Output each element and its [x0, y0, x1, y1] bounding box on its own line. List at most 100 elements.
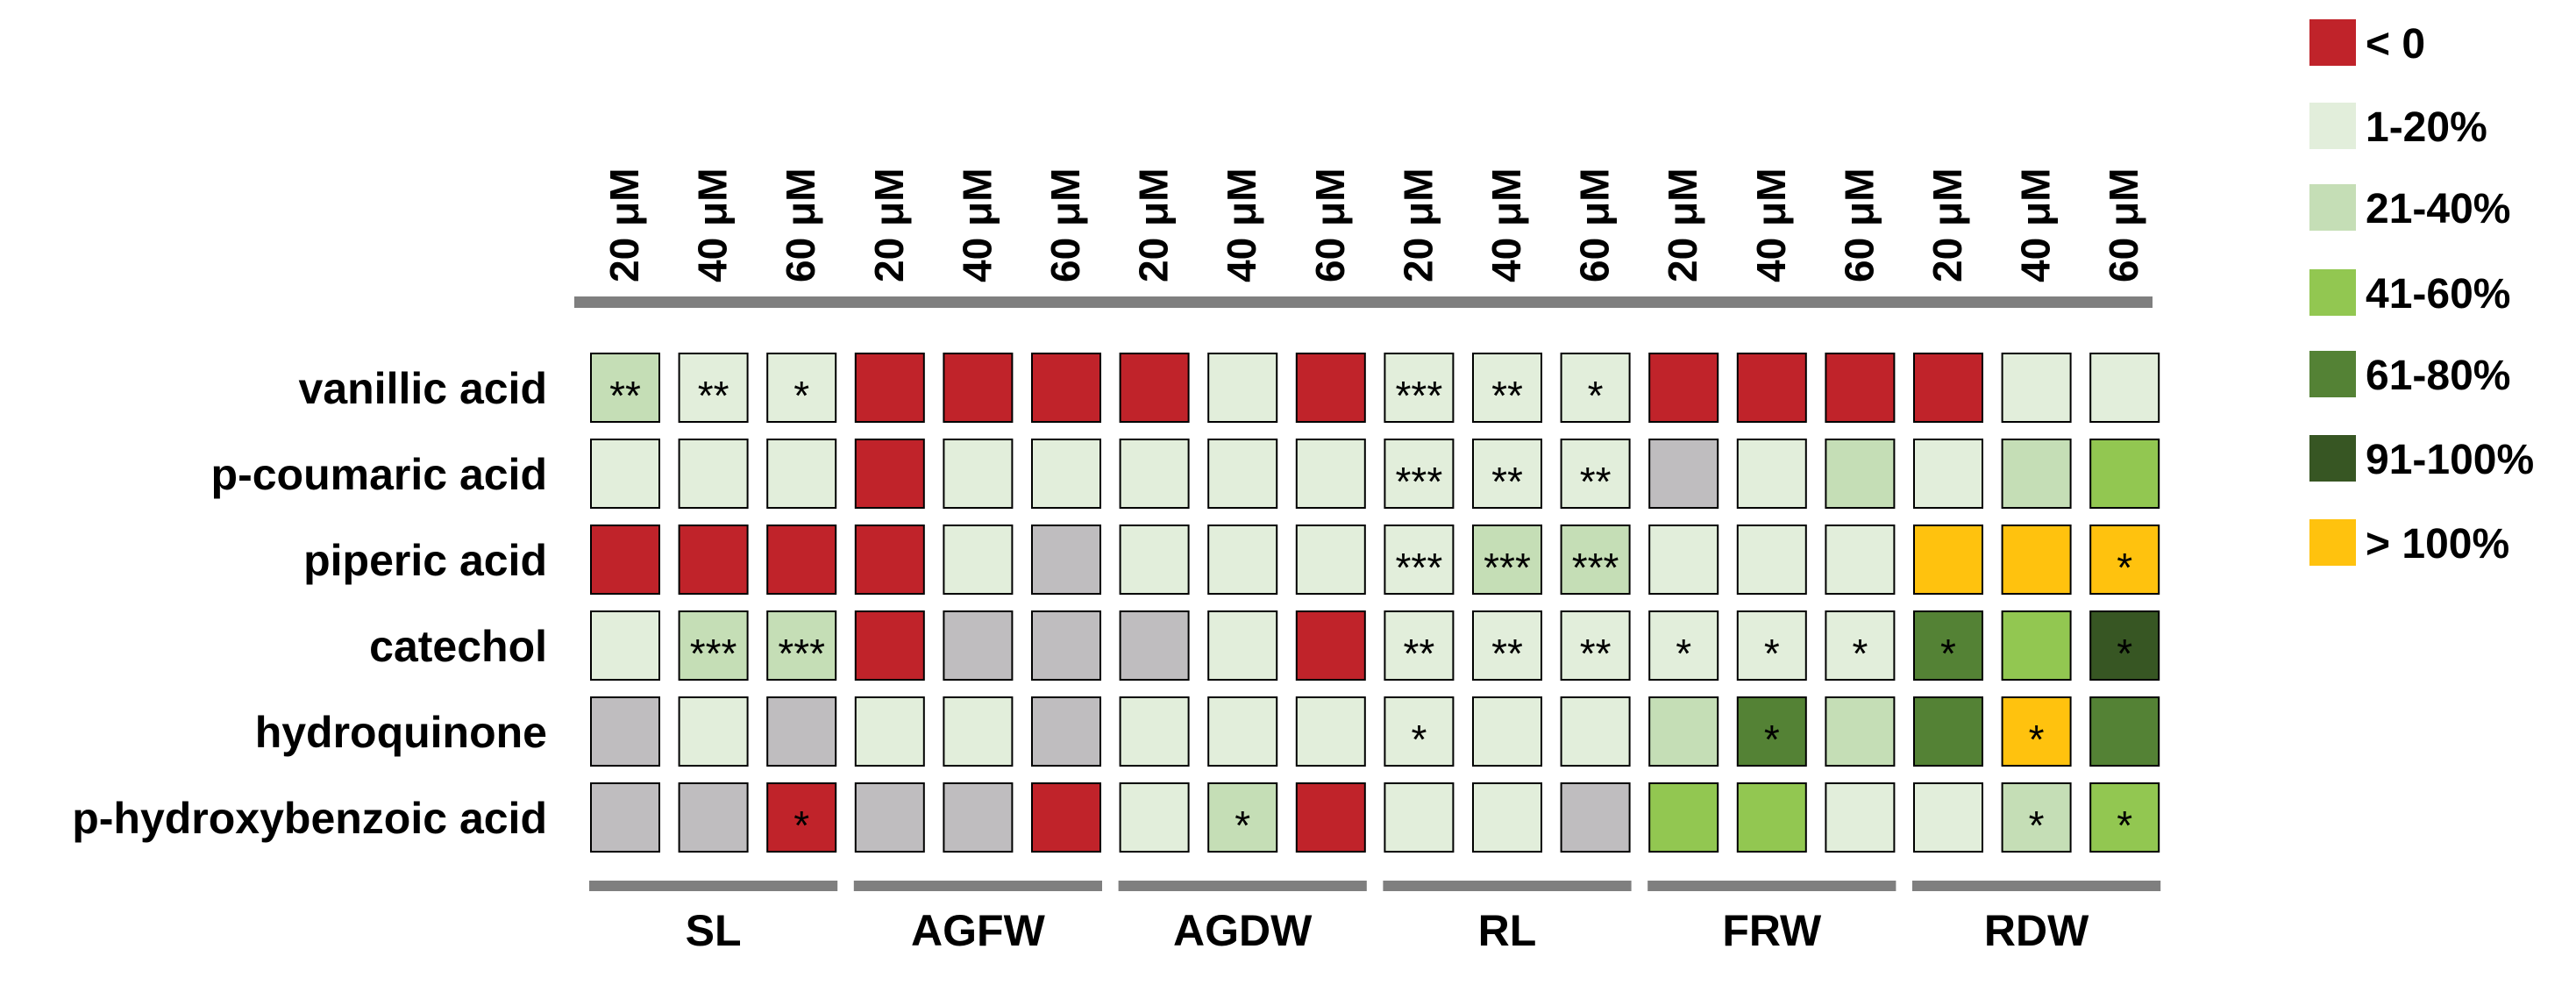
column-label: 60 μM — [2101, 168, 2146, 282]
significance-marker: ** — [698, 373, 729, 418]
group-bar — [1118, 881, 1367, 891]
heatmap-cell — [1736, 525, 1807, 595]
legend-swatch — [2309, 269, 2356, 316]
heatmap-cell — [678, 525, 749, 595]
column-label: 40 μM — [1484, 168, 1529, 282]
significance-marker: *** — [690, 631, 737, 676]
significance-marker: *** — [1396, 545, 1443, 590]
heatmap-cell — [590, 525, 660, 595]
heatmap-cell — [854, 439, 925, 509]
heatmap-cell — [943, 696, 1014, 767]
legend-label: 21-40% — [2366, 186, 2510, 232]
legend-label: 61-80% — [2366, 353, 2510, 399]
legend-swatch — [2309, 103, 2356, 149]
legend-label: 41-60% — [2366, 271, 2510, 318]
legend-label: > 100% — [2366, 521, 2509, 567]
row-label: p-hydroxybenzoic acid — [72, 794, 547, 843]
heatmap-cell — [1207, 696, 1278, 767]
heatmap-cell — [590, 610, 660, 681]
heatmap-cell — [1031, 353, 1101, 423]
row-label: catechol — [369, 622, 547, 671]
heatmap-cell — [1384, 610, 1455, 681]
significance-marker: * — [2117, 631, 2132, 676]
heatmap-cell — [1031, 610, 1101, 681]
heatmap-cell — [678, 610, 749, 681]
heatmap-cell — [590, 439, 660, 509]
heatmap-cell — [2089, 696, 2160, 767]
legend-label: < 0 — [2366, 21, 2425, 68]
heatmap-cell — [1648, 696, 1719, 767]
legend-swatch — [2309, 435, 2356, 482]
heatmap-cell — [678, 782, 749, 853]
heatmap-cell — [1825, 696, 1896, 767]
column-label: 60 μM — [778, 168, 823, 282]
heatmap-cell — [2089, 439, 2160, 509]
heatmap-cell — [1648, 439, 1719, 509]
heatmap-cell — [1031, 525, 1101, 595]
heatmap-cell — [1648, 610, 1719, 681]
heatmap-cell — [1207, 610, 1278, 681]
column-label: 20 μM — [866, 168, 912, 282]
heatmap-cell — [854, 610, 925, 681]
significance-marker: * — [1852, 631, 1868, 676]
heatmap-cell — [1913, 782, 1983, 853]
heatmap-cell — [1384, 696, 1455, 767]
group-bar — [1912, 881, 2161, 891]
significance-marker: *** — [1572, 545, 1619, 590]
legend-label: 91-100% — [2366, 437, 2534, 483]
heatmap-cell — [1913, 525, 1983, 595]
heatmap-cell — [1472, 353, 1542, 423]
group-label: FRW — [1722, 906, 1822, 955]
column-label: 40 μM — [2013, 168, 2059, 282]
group-label: RDW — [1984, 906, 2089, 955]
heatmap-cell — [766, 610, 837, 681]
group-bar — [853, 881, 1102, 891]
heatmap-cell — [1119, 782, 1190, 853]
column-label: 20 μM — [601, 168, 647, 282]
group-labels: SL AGFW AGDW RL FRW RDW — [589, 881, 2161, 955]
heatmap-cell — [1472, 696, 1542, 767]
heatmap-cell — [1472, 782, 1542, 853]
heatmap-cell — [1560, 353, 1631, 423]
column-label: 20 μM — [1660, 168, 1705, 282]
heatmap-cell — [1560, 525, 1631, 595]
heatmap-cell — [1207, 782, 1278, 853]
heatmap-cell — [2089, 610, 2160, 681]
column-label: 40 μM — [1748, 168, 1794, 282]
heatmap-cell — [943, 439, 1014, 509]
legend-swatch — [2309, 184, 2356, 231]
row-label: p-coumaric acid — [211, 450, 547, 499]
significance-marker: *** — [778, 631, 825, 676]
heatmap-cell — [766, 696, 837, 767]
legend: < 0 1-20% 21-40% 41-60% 61-80% 91-100% > 100% — [2309, 19, 2534, 567]
heatmap-cell — [1825, 353, 1896, 423]
column-labels: 20 μM 40 μM 60 μM 20 μM 40 μM 60 μM 20 μM 40 μM… — [601, 168, 2146, 282]
legend-swatch — [2309, 519, 2356, 566]
column-label: 40 μM — [1219, 168, 1264, 282]
heatmap-cell — [2001, 353, 2072, 423]
heatmap-cells: ** ** * *** ** **** ** ***** *** *** **** *** ** ** **… — [590, 353, 2160, 853]
significance-marker: * — [1764, 631, 1780, 676]
heatmap-cell — [1825, 782, 1896, 853]
heatmap-cell — [943, 525, 1014, 595]
heatmap-cell — [1913, 610, 1983, 681]
heatmap-cell — [1295, 696, 1366, 767]
heatmap-cell — [1207, 439, 1278, 509]
heatmap-cell — [1913, 353, 1983, 423]
heatmap-cell — [1825, 610, 1896, 681]
group-label: AGFW — [911, 906, 1046, 955]
heatmap-cell — [1560, 782, 1631, 853]
group-label: SL — [686, 906, 742, 955]
heatmap-cell — [2089, 353, 2160, 423]
heatmap-cell — [1825, 525, 1896, 595]
significance-marker: * — [1588, 373, 1604, 418]
heatmap-cell — [1560, 439, 1631, 509]
legend-swatch — [2309, 19, 2356, 66]
heatmap-cell — [1031, 439, 1101, 509]
heatmap-cell — [1031, 782, 1101, 853]
significance-marker: * — [793, 373, 809, 418]
heatmap-cell — [590, 696, 660, 767]
heatmap-cell — [1384, 782, 1455, 853]
heatmap-cell — [2001, 525, 2072, 595]
